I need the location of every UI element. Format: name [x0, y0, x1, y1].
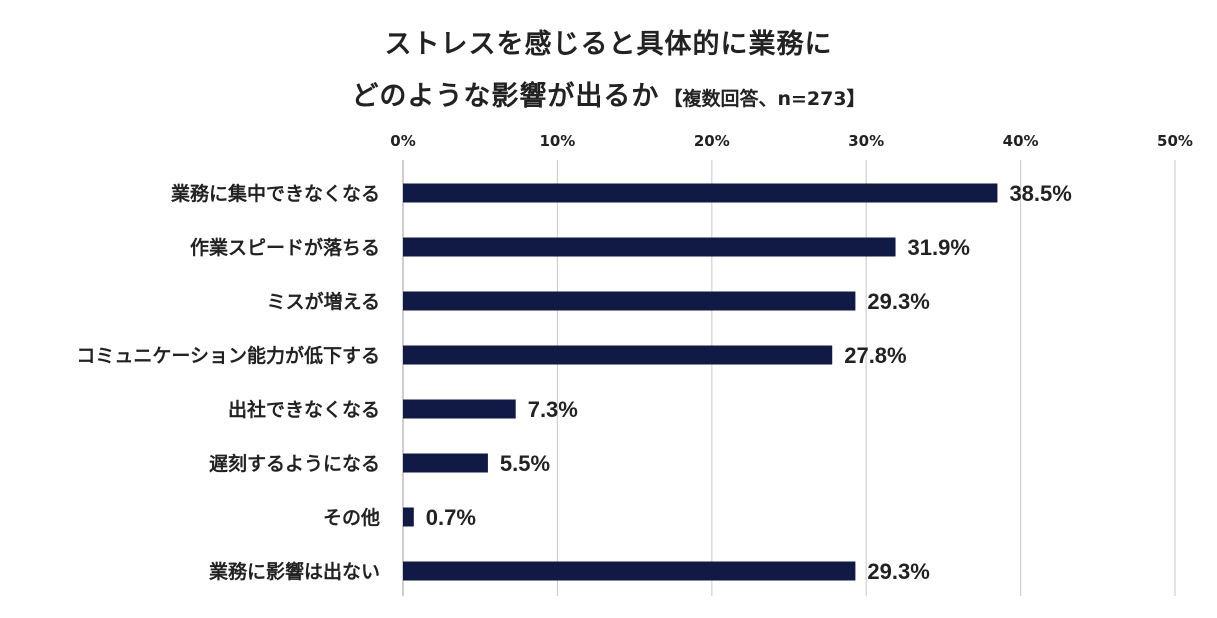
category-label: 業務に影響は出ない [208, 560, 380, 583]
data-label: 27.8% [844, 343, 906, 368]
x-tick-label: 40% [1003, 132, 1039, 150]
data-label: 5.5% [500, 451, 550, 476]
category-label: 出社できなくなる [228, 398, 380, 421]
category-label: ミスが増える [267, 290, 380, 313]
category-label: 遅刻するようになる [209, 452, 380, 475]
data-label: 29.3% [867, 559, 929, 584]
chart-title-line2: どのような影響が出るか 【複数回答、n=273】 [0, 74, 1217, 113]
category-label: その他 [323, 506, 380, 529]
bar [403, 453, 488, 473]
x-tick-label: 0% [390, 132, 415, 150]
bar [403, 237, 896, 257]
bar [403, 345, 833, 365]
x-tick-label: 20% [694, 132, 730, 150]
chart-title-line2-main: どのような影響が出るか [351, 81, 660, 112]
data-label: 7.3% [528, 397, 578, 422]
data-label: 38.5% [1009, 181, 1071, 206]
category-label: 業務に集中できなくなる [170, 182, 380, 205]
data-label: 0.7% [426, 505, 476, 530]
x-tick-label: 10% [539, 132, 575, 150]
x-tick-label: 30% [848, 132, 884, 150]
category-label: コミュニケーション能力が低下する [76, 344, 380, 367]
data-label: 31.9% [908, 235, 970, 260]
bar [403, 561, 856, 581]
bar [403, 507, 414, 527]
bar [403, 183, 998, 203]
chart-title-note: 【複数回答、n=273】 [663, 88, 866, 110]
bar [403, 399, 516, 419]
x-tick-label: 50% [1157, 132, 1193, 150]
bar [403, 291, 856, 311]
category-label: 作業スピードが落ちる [190, 236, 380, 259]
data-label: 29.3% [867, 289, 929, 314]
chart-title-line1: ストレスを感じると具体的に業務に [384, 29, 833, 60]
